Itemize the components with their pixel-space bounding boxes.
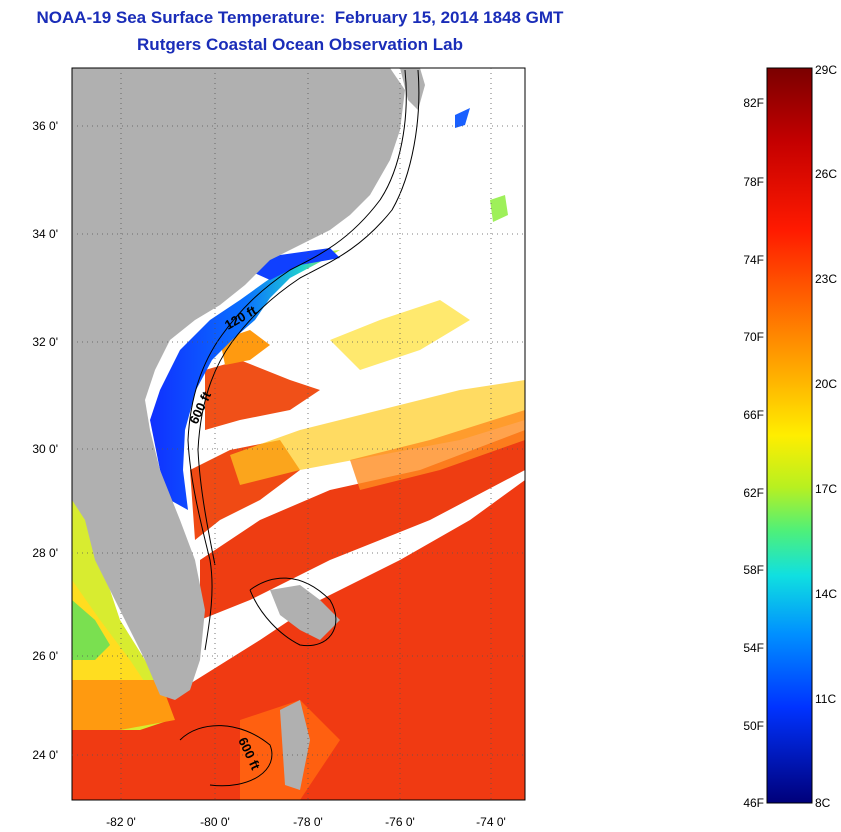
colorbar-c-label: 26C bbox=[815, 167, 837, 181]
colorbar-f-label: 54F bbox=[743, 641, 764, 655]
colorbar-f-label: 62F bbox=[743, 486, 764, 500]
colorbar-gradient bbox=[766, 67, 813, 804]
colorbar-c-label: 8C bbox=[815, 796, 831, 810]
lat-label: 26 0' bbox=[32, 649, 58, 663]
temperature-colorbar: 82F 78F 74F 70F 66F 62F 58F 54F 50F 46F … bbox=[743, 63, 837, 810]
graticule bbox=[72, 68, 525, 800]
colorbar-f-label: 70F bbox=[743, 330, 764, 344]
lat-label: 32 0' bbox=[32, 335, 58, 349]
colorbar-c-label: 14C bbox=[815, 587, 837, 601]
colorbar-f-label: 78F bbox=[743, 175, 764, 189]
colorbar-f-label: 82F bbox=[743, 96, 764, 110]
lon-label: -74 0' bbox=[476, 815, 506, 829]
colorbar-f-label: 46F bbox=[743, 796, 764, 810]
colorbar-c-label: 17C bbox=[815, 482, 837, 496]
lat-label: 30 0' bbox=[32, 442, 58, 456]
lat-label: 36 0' bbox=[32, 119, 58, 133]
lon-label: -76 0' bbox=[385, 815, 415, 829]
colorbar-f-label: 66F bbox=[743, 408, 764, 422]
colorbar-f-label: 58F bbox=[743, 563, 764, 577]
longitude-axis: -82 0' -80 0' -78 0' -76 0' -74 0' bbox=[106, 815, 506, 829]
lat-label: 34 0' bbox=[32, 227, 58, 241]
colorbar-c-label: 23C bbox=[815, 272, 837, 286]
map-subtitle: Rutgers Coastal Ocean Observation Lab bbox=[137, 35, 463, 54]
sea-temperature-field bbox=[72, 108, 525, 800]
colorbar-c-label: 29C bbox=[815, 63, 837, 77]
latitude-axis: 36 0' 34 0' 32 0' 30 0' 28 0' 26 0' 24 0… bbox=[32, 119, 58, 762]
colorbar-c-label: 11C bbox=[815, 692, 836, 706]
lon-label: -78 0' bbox=[293, 815, 323, 829]
map-plot-area bbox=[72, 68, 525, 800]
map-title: NOAA-19 Sea Surface Temperature: Februar… bbox=[36, 8, 564, 27]
lat-label: 28 0' bbox=[32, 546, 58, 560]
colorbar-c-label: 20C bbox=[815, 377, 837, 391]
lon-label: -80 0' bbox=[200, 815, 230, 829]
lon-label: -82 0' bbox=[106, 815, 136, 829]
bathymetry-contours bbox=[179, 69, 420, 787]
map-frame bbox=[71, 67, 526, 801]
colorbar-f-label: 50F bbox=[743, 719, 764, 733]
lat-label: 24 0' bbox=[32, 748, 58, 762]
colorbar-f-label: 74F bbox=[743, 253, 764, 267]
